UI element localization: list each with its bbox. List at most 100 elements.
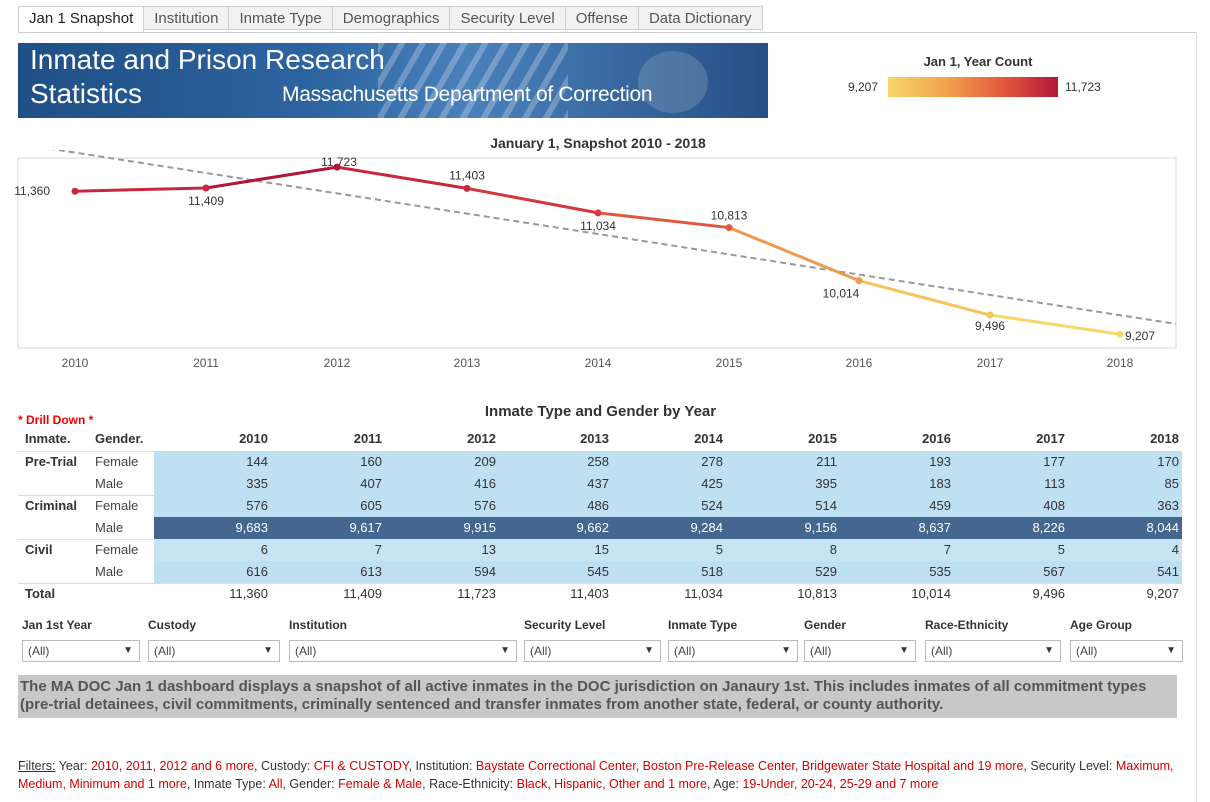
tab-offense[interactable]: Offense <box>565 6 639 30</box>
table-cell[interactable]: 9,284 <box>690 520 723 535</box>
tab-jan-1-snapshot[interactable]: Jan 1 Snapshot <box>18 6 145 33</box>
tab-institution[interactable]: Institution <box>144 6 230 30</box>
table-cell[interactable]: 8 <box>829 542 837 557</box>
series-line-segment <box>466 186 599 215</box>
table-cell[interactable]: 183 <box>929 476 951 491</box>
table-cell[interactable]: 416 <box>474 476 496 491</box>
table-cell[interactable]: 278 <box>701 454 723 469</box>
table-cell[interactable]: 211 <box>816 454 837 469</box>
table-cell[interactable]: 594 <box>474 564 496 579</box>
chevron-down-icon[interactable]: ▼ <box>781 645 791 656</box>
inmate-type-label[interactable]: Pre-Trial <box>25 454 78 469</box>
table-cell[interactable]: 113 <box>1044 476 1065 491</box>
data-point[interactable] <box>855 277 863 285</box>
table-cell[interactable]: 535 <box>929 564 951 579</box>
table-cell[interactable]: 576 <box>246 498 268 513</box>
table-cell[interactable]: 9,683 <box>235 520 268 535</box>
table-cell[interactable]: 514 <box>815 498 837 513</box>
chevron-down-icon[interactable]: ▼ <box>644 645 654 656</box>
table-cell[interactable]: 408 <box>1043 498 1065 513</box>
table-cell[interactable]: 177 <box>1043 454 1065 469</box>
filter-age-group-dropdown[interactable]: (All) ▼ <box>1070 640 1183 662</box>
data-point[interactable] <box>1116 330 1124 338</box>
table-cell[interactable]: 529 <box>815 564 837 579</box>
table-row: Male 335 407 416 437 425 395 183 113 85 <box>18 473 1182 495</box>
table-cell[interactable]: 518 <box>701 564 723 579</box>
table-cell[interactable]: 407 <box>360 476 382 491</box>
filter-inmate-type-dropdown[interactable]: (All) ▼ <box>668 640 798 662</box>
filter-year-dropdown[interactable]: (All) ▼ <box>22 640 140 662</box>
table-cell[interactable]: 8,044 <box>1146 520 1179 535</box>
table-cell[interactable]: 8,637 <box>918 520 951 535</box>
tab-demographics[interactable]: Demographics <box>332 6 451 30</box>
table-cell[interactable]: 13 <box>481 542 496 557</box>
chevron-down-icon[interactable]: ▼ <box>1166 645 1176 656</box>
table-cell[interactable]: 9,662 <box>576 520 609 535</box>
table-cell[interactable]: 613 <box>360 564 382 579</box>
filter-security-level-dropdown[interactable]: (All) ▼ <box>524 640 661 662</box>
table-cell[interactable]: 616 <box>246 564 268 579</box>
table-cell[interactable]: 541 <box>1157 564 1179 579</box>
table-cell[interactable]: 5 <box>715 542 723 557</box>
data-point[interactable] <box>463 184 471 192</box>
table-cell[interactable]: 6 <box>260 542 268 557</box>
filter-institution-dropdown[interactable]: (All) ▼ <box>289 640 517 662</box>
inmate-type-label[interactable]: Criminal <box>25 498 78 513</box>
table-cell[interactable]: 7 <box>943 542 951 557</box>
table-cell[interactable]: 395 <box>815 476 837 491</box>
table-cell[interactable]: 170 <box>1157 454 1179 469</box>
table-cell[interactable]: 8,226 <box>1032 520 1065 535</box>
data-point[interactable] <box>986 311 994 319</box>
filters-lead: Filters: <box>18 759 56 773</box>
data-point[interactable] <box>594 209 602 217</box>
total-cell: 9,207 <box>1146 586 1179 601</box>
col-inmate-header[interactable]: Inmate. <box>25 431 71 446</box>
table-cell[interactable]: 4 <box>1171 542 1179 557</box>
table-cell[interactable]: 567 <box>1043 564 1065 579</box>
table-cell[interactable]: 258 <box>587 454 609 469</box>
chevron-down-icon[interactable]: ▼ <box>500 645 510 656</box>
filter-gender-dropdown[interactable]: (All) ▼ <box>804 640 916 662</box>
table-cell[interactable]: 160 <box>360 454 382 469</box>
filter-race-ethnicity-dropdown[interactable]: (All) ▼ <box>925 640 1061 662</box>
table-cell[interactable]: 545 <box>587 564 609 579</box>
table-cell[interactable]: 335 <box>246 476 268 491</box>
table-cell[interactable]: 9,156 <box>804 520 837 535</box>
total-cell: 10,014 <box>911 586 951 601</box>
drill-down-label[interactable]: * Drill Down * <box>18 413 94 427</box>
chevron-down-icon[interactable]: ▼ <box>123 645 133 656</box>
tab-security-level[interactable]: Security Level <box>450 6 566 30</box>
col-gender-header[interactable]: Gender. <box>95 431 144 446</box>
table-cell[interactable]: 7 <box>374 542 382 557</box>
table-cell[interactable]: 459 <box>929 498 951 513</box>
tab-inmate-type[interactable]: Inmate Type <box>229 6 333 30</box>
tab-data-dictionary[interactable]: Data Dictionary <box>638 6 763 30</box>
inmate-type-label[interactable]: Civil <box>25 542 53 557</box>
table-cell[interactable]: 363 <box>1157 498 1179 513</box>
total-cell: 11,360 <box>229 586 268 601</box>
table-cell[interactable]: 437 <box>587 476 609 491</box>
table-cell[interactable]: 9,915 <box>463 520 496 535</box>
table-cell[interactable]: 15 <box>594 542 609 557</box>
chevron-down-icon[interactable]: ▼ <box>899 645 909 656</box>
data-point[interactable] <box>71 187 79 195</box>
chevron-down-icon[interactable]: ▼ <box>1044 645 1054 656</box>
table-cell[interactable]: 576 <box>474 498 496 513</box>
chevron-down-icon[interactable]: ▼ <box>263 645 273 656</box>
data-point[interactable] <box>333 163 341 171</box>
table-cell[interactable]: 605 <box>360 498 382 513</box>
data-point[interactable] <box>202 184 210 192</box>
total-cell: 11,034 <box>684 586 723 601</box>
row-shading <box>154 495 1182 517</box>
table-cell[interactable]: 193 <box>929 454 951 469</box>
table-cell[interactable]: 486 <box>587 498 609 513</box>
table-cell[interactable]: 144 <box>246 454 268 469</box>
filter-custody-dropdown[interactable]: (All) ▼ <box>148 640 280 662</box>
table-cell[interactable]: 9,617 <box>349 520 382 535</box>
table-cell[interactable]: 5 <box>1057 542 1065 557</box>
data-point[interactable] <box>725 224 733 232</box>
table-cell[interactable]: 524 <box>701 498 723 513</box>
table-cell[interactable]: 85 <box>1164 476 1179 491</box>
table-cell[interactable]: 209 <box>474 454 496 469</box>
table-cell[interactable]: 425 <box>701 476 723 491</box>
